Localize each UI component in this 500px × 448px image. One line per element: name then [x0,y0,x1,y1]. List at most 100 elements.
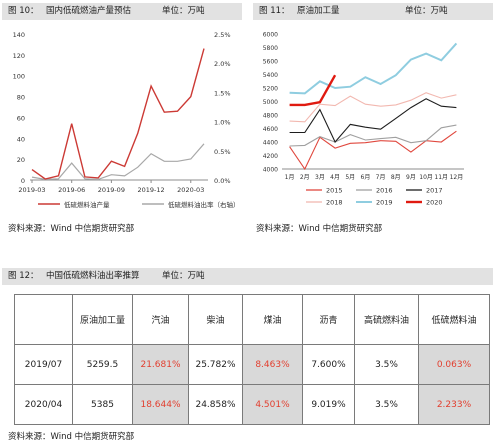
legend-label: 低硫燃料油出率（右轴） [168,200,240,209]
fig10-title-bar: 图 10： 国内低硫燃油产量预估 单位：万吨 [2,3,242,20]
y-right-tick-label: 1.0% [214,119,231,127]
table-cell: 5259.5 [72,344,133,385]
y-tick-label: 5200 [263,86,278,93]
table-header-row: 原油加工量 汽油 柴油 煤油 沥青 高硫燃料油 低硫燃料油 [14,294,490,345]
y-left-tick-label: 140 [13,31,25,39]
y-left-tick-label: 120 [13,52,25,60]
yield-table: 原油加工量 汽油 柴油 煤油 沥青 高硫燃料油 低硫燃料油 2019/07 52… [14,294,490,425]
table-cell: 2020/04 [14,384,73,425]
table-cell-highlighted: 4.501% [242,384,303,425]
fig12-unit: 单位：万吨 [162,271,205,281]
table-cell: 3.5% [354,344,419,385]
table-header-cell: 汽油 [132,294,189,345]
series-line [289,124,457,147]
fig11-title-bar: 图 11： 原油加工量 单位：万吨 [253,3,493,20]
fig12-source: 资料来源：Wind 中信期货研究部 [8,432,135,442]
y-tick-label: 4000 [263,167,278,174]
x-tick-label: 2019-03 [18,186,45,194]
table-header-cell: 沥青 [302,294,355,345]
x-tick-label: 7月 [376,174,386,181]
legend-label: 2019 [376,199,393,207]
y-left-tick-label: 0 [21,177,25,185]
fig10-line-chart: 0 20 40 60 80 100 120 140 0.0% 0.5% 1.0% 1.5% 2.0% 2.… [13,31,240,209]
fig11-line-chart: 4000 4200 4400 4600 4800 5000 5200 5400 5600 5800… [263,32,464,207]
table-cell: 9.019% [302,384,355,425]
table-header-cell: 原油加工量 [72,294,133,345]
fig10-source: 资料来源：Wind 中信期货研究部 [8,224,135,234]
legend-label: 2016 [376,187,393,195]
x-tick-label: 10月 [419,174,433,181]
x-tick-label: 5月 [345,174,355,181]
series-line [289,92,457,123]
series-line [31,143,205,181]
x-tick-label: 9月 [406,174,416,181]
fig10-number: 图 10： [8,6,39,16]
table-cell: 3.5% [354,384,419,425]
fig11-title: 原油加工量 [297,6,340,16]
legend-label: 低硫燃料油产量 [64,200,110,209]
series-line [289,98,457,144]
y-right-tick-label: 0.5% [214,148,231,156]
series-line [289,130,457,171]
table-cell-highlighted: 18.644% [132,384,189,425]
table-cell: 2019/07 [14,344,73,385]
table-cell-highlighted: 8.463% [242,344,303,385]
legend-label: 2018 [326,199,343,207]
y-right-tick-label: 0.0% [214,177,231,185]
legend-label: 2020 [426,199,443,207]
table-cell-highlighted: 21.681% [132,344,189,385]
x-tick-label: 1月 [285,174,295,181]
table-cell: 24.858% [188,384,243,425]
fig11-unit: 单位：万吨 [405,6,448,16]
fig11-number: 图 11： [259,6,290,16]
series-line [289,74,337,107]
y-tick-label: 4200 [263,153,278,160]
table-header-cell: 柴油 [188,294,243,345]
table-header-cell [14,294,73,345]
fig10-title: 国内低硫燃油产量预估 [46,6,132,16]
x-tick-label: 11月 [434,174,448,181]
fig10-unit: 单位：万吨 [162,6,205,16]
table-header-cell: 高硫燃料油 [354,294,419,345]
table-cell: 25.782% [188,344,243,385]
table-row: 2019/07 5259.5 21.681% 25.782% 8.463% 7.… [14,344,490,385]
y-tick-label: 5400 [263,72,278,79]
x-tick-label: 8月 [391,174,401,181]
y-tick-label: 5000 [263,99,278,106]
x-tick-label: 4月 [330,174,340,181]
table-header-cell: 煤油 [242,294,303,345]
y-tick-label: 4800 [263,113,278,120]
fig12-title: 中国低硫燃料油出率推算 [46,271,140,281]
y-left-tick-label: 80 [17,94,25,102]
fig12-number: 图 12： [8,271,39,281]
y-right-tick-label: 2.5% [214,31,231,39]
table-cell-highlighted: 2.233% [418,384,490,425]
fig11-source: 资料来源：Wind 中信期货研究部 [256,224,383,234]
x-tick-label: 2020-03 [177,186,204,194]
x-tick-label: 2019-09 [98,186,125,194]
x-tick-label: 2019-12 [137,186,164,194]
series-line [289,42,458,95]
legend-label: 2015 [326,187,343,195]
x-tick-label: 3月 [315,174,325,181]
y-tick-label: 4600 [263,126,278,133]
y-tick-label: 4400 [263,140,278,147]
y-tick-label: 5800 [263,45,278,52]
table-cell: 7.600% [302,344,355,385]
y-right-tick-label: 2.0% [214,60,231,68]
y-left-tick-label: 60 [17,114,25,122]
fig12-title-bar: 图 12： 中国低硫燃料油出率推算 单位：万吨 [2,268,493,285]
y-right-tick-label: 1.5% [214,89,231,97]
y-tick-label: 5600 [263,59,278,66]
x-tick-label: 6月 [361,174,371,181]
legend-label: 2017 [426,187,443,195]
series-line [31,48,205,180]
x-tick-label: 2019-06 [58,186,85,194]
table-row: 2020/04 5385 18.644% 24.858% 4.501% 9.01… [14,384,490,425]
x-tick-label: 2月 [300,174,310,181]
y-left-tick-label: 40 [17,135,25,143]
table-header-cell: 低硫燃料油 [418,294,490,345]
table-cell: 5385 [72,384,133,425]
y-left-tick-label: 100 [13,73,25,81]
x-tick-label: 12月 [450,174,464,181]
